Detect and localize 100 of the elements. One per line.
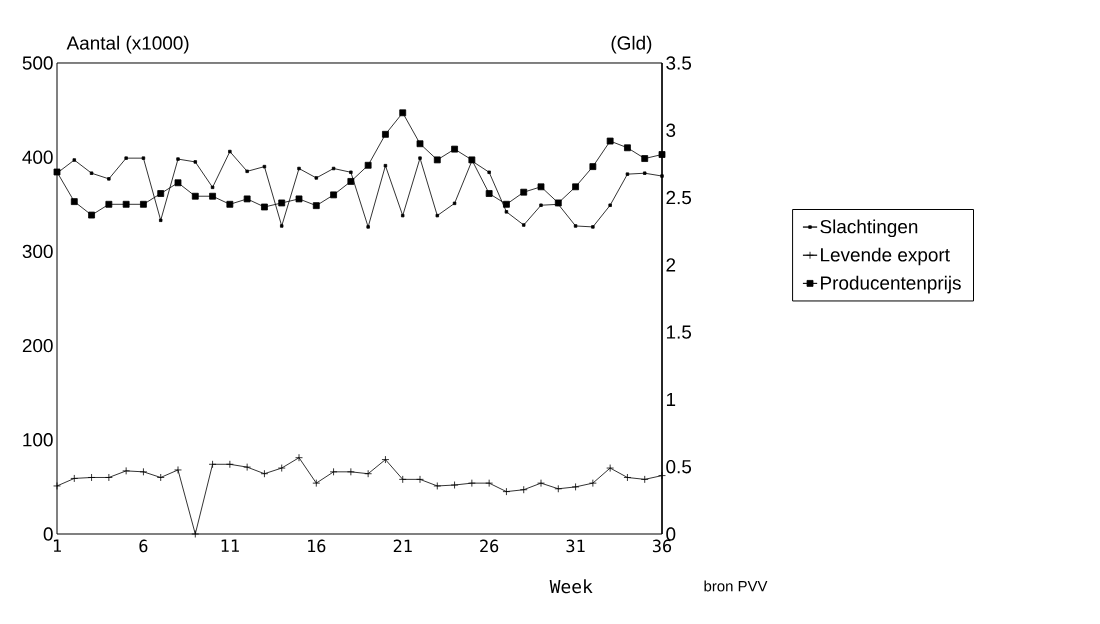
point — [140, 200, 147, 208]
y2-tick-label: 0 — [666, 527, 676, 541]
point — [522, 223, 526, 227]
point — [243, 195, 251, 203]
point — [537, 183, 545, 191]
point — [366, 225, 370, 229]
point — [658, 151, 666, 158]
y2-tick-label: 3 — [666, 123, 676, 137]
point — [571, 483, 580, 491]
point — [467, 479, 476, 488]
point — [260, 469, 269, 478]
point — [87, 473, 96, 482]
point — [554, 484, 563, 493]
x-tick-label: 31 — [566, 539, 585, 553]
x-tick-label: 16 — [308, 539, 326, 553]
y-axis-title: Aantal (x1000) — [66, 35, 189, 54]
legend-label: Levende export — [821, 247, 950, 266]
point — [588, 479, 597, 488]
point — [104, 473, 113, 482]
y-tick-label: 100 — [23, 433, 53, 447]
point — [504, 210, 509, 214]
y2-tick-label: 1.5 — [666, 325, 692, 339]
y-tick-label: 200 — [22, 338, 53, 353]
point — [159, 218, 163, 223]
point — [450, 481, 459, 489]
legend-label: Producentenprijs — [821, 275, 961, 294]
point — [331, 166, 336, 171]
point — [141, 156, 146, 160]
point — [606, 137, 614, 145]
point — [330, 191, 337, 199]
point — [347, 178, 355, 185]
y2-tick-label: 1 — [666, 392, 676, 406]
point — [399, 109, 407, 117]
point — [156, 473, 165, 482]
point — [451, 145, 458, 153]
text: bron PVV — [704, 580, 768, 592]
point — [383, 163, 388, 168]
point — [401, 213, 405, 218]
point — [346, 467, 355, 476]
point — [625, 172, 630, 176]
point — [312, 479, 321, 488]
point — [349, 170, 353, 174]
point — [228, 149, 232, 154]
point — [624, 144, 631, 152]
point — [433, 482, 442, 490]
point — [278, 199, 286, 207]
point — [573, 224, 578, 228]
point — [209, 192, 216, 200]
point — [329, 467, 338, 476]
point — [157, 190, 165, 197]
point — [382, 130, 389, 138]
point — [72, 158, 76, 162]
x-tick-label: 26 — [480, 539, 499, 553]
point — [295, 453, 303, 462]
point — [295, 195, 303, 203]
point — [262, 164, 267, 169]
point — [572, 183, 579, 191]
y-tick-label: 300 — [22, 244, 53, 259]
point — [243, 463, 252, 472]
point — [210, 185, 215, 190]
point — [381, 455, 390, 464]
x-tick-label: 36 — [652, 539, 672, 553]
point — [591, 225, 595, 229]
point — [640, 475, 649, 484]
point — [208, 460, 217, 469]
y2-tick-label: 0.5 — [666, 460, 692, 474]
point — [314, 176, 318, 180]
point — [174, 466, 182, 474]
point — [416, 140, 424, 148]
y2-tick-label: 2 — [666, 258, 676, 272]
point — [398, 475, 407, 484]
point — [416, 475, 424, 484]
point — [520, 188, 528, 196]
point — [139, 467, 148, 476]
point — [606, 464, 615, 472]
point — [191, 530, 200, 538]
point — [89, 171, 94, 175]
point — [245, 169, 249, 174]
x-tick-label: 21 — [393, 539, 412, 553]
point — [537, 479, 545, 488]
x-tick-label: 11 — [221, 539, 239, 552]
point — [107, 177, 111, 181]
point — [418, 156, 422, 160]
y-tick-label: 0 — [43, 527, 53, 541]
point — [261, 203, 268, 211]
point — [312, 202, 320, 210]
x-tick-label: 1 — [53, 539, 61, 552]
point — [174, 179, 182, 187]
point — [539, 203, 543, 207]
point — [280, 224, 284, 228]
point — [88, 211, 95, 219]
point — [70, 198, 78, 205]
point — [452, 201, 457, 206]
point — [641, 155, 649, 162]
y2-tick-label: 2.5 — [666, 190, 692, 205]
point — [124, 156, 128, 160]
point — [519, 485, 528, 494]
point — [53, 482, 61, 490]
point — [70, 474, 79, 483]
point — [277, 464, 286, 472]
